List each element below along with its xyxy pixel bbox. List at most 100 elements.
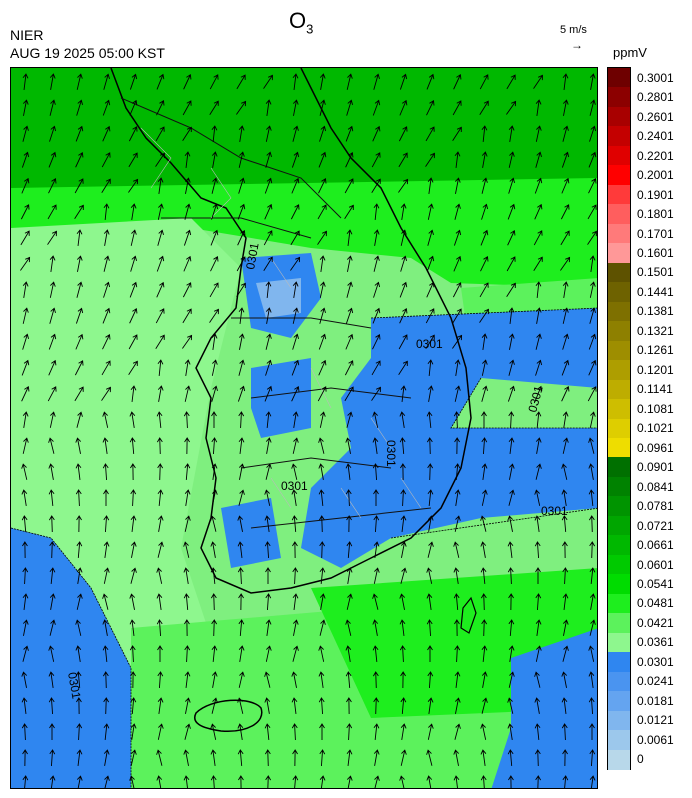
wind-arrow bbox=[345, 619, 352, 636]
wind-arrow bbox=[22, 411, 29, 428]
wind-arrow bbox=[453, 541, 460, 558]
wind-arrow bbox=[265, 775, 272, 788]
wind-arrow bbox=[346, 723, 353, 741]
legend-swatch bbox=[608, 418, 630, 439]
wind-vector-field bbox=[20, 73, 597, 788]
wind-arrow bbox=[399, 99, 408, 116]
wind-arrow bbox=[157, 359, 164, 377]
wind-arrow bbox=[346, 541, 353, 559]
wind-arrow bbox=[398, 126, 408, 142]
wind-arrow bbox=[47, 204, 57, 220]
wind-arrow bbox=[346, 229, 353, 246]
wind-arrow bbox=[291, 671, 298, 688]
wind-arrow bbox=[535, 645, 542, 662]
wind-arrow bbox=[453, 749, 460, 766]
wind-arrow bbox=[508, 489, 515, 506]
wind-arrow bbox=[21, 359, 30, 376]
wind-arrow bbox=[48, 178, 57, 194]
wind-arrow bbox=[156, 593, 163, 610]
wind-arrow bbox=[102, 411, 109, 428]
wind-arrow bbox=[481, 385, 488, 402]
wind-arrow bbox=[21, 489, 28, 506]
wind-arrow bbox=[372, 593, 379, 610]
wind-arrow bbox=[238, 151, 245, 168]
wind-arrow bbox=[103, 723, 110, 741]
wind-arrow bbox=[292, 333, 299, 350]
wind-arrow bbox=[479, 308, 489, 323]
wind-arrow bbox=[400, 489, 407, 507]
wind-arrow bbox=[49, 775, 56, 788]
wind-arrow bbox=[535, 151, 542, 168]
wind-arrow bbox=[237, 697, 244, 714]
wind-arrow bbox=[400, 567, 407, 584]
wind-arrow bbox=[562, 775, 569, 788]
legend-swatch bbox=[608, 574, 630, 595]
wind-arrow bbox=[508, 151, 515, 168]
wind-arrow bbox=[20, 230, 30, 246]
wind-arrow bbox=[454, 645, 461, 663]
wind-arrow bbox=[75, 463, 82, 480]
wind-arrow bbox=[22, 541, 28, 559]
wind-arrow bbox=[319, 723, 325, 740]
wind-arrow bbox=[264, 749, 271, 767]
wind-arrow bbox=[21, 151, 30, 168]
wind-arrow bbox=[318, 515, 325, 533]
legend-swatch bbox=[608, 106, 630, 127]
wind-arrow bbox=[535, 619, 542, 636]
wind-arrow bbox=[399, 775, 406, 788]
wind-arrow bbox=[319, 255, 326, 272]
wind-arrow bbox=[128, 178, 139, 193]
light-blue-patch bbox=[256, 278, 301, 318]
wind-arrow bbox=[238, 775, 244, 788]
wind-arrow bbox=[48, 489, 55, 507]
wind-arrow bbox=[345, 489, 352, 507]
wind-arrow bbox=[76, 515, 82, 533]
wind-arrow bbox=[129, 73, 138, 90]
wind-arrow bbox=[589, 541, 596, 559]
wind-arrow bbox=[211, 645, 218, 663]
wind-arrow bbox=[265, 463, 272, 480]
wind-arrow bbox=[561, 359, 570, 376]
wind-arrow bbox=[533, 74, 543, 89]
legend-label: 0.0961 bbox=[637, 440, 674, 455]
wind-arrow bbox=[265, 307, 272, 324]
wind-arrow bbox=[130, 203, 137, 220]
wind-arrow bbox=[102, 645, 109, 663]
wind-arrow bbox=[426, 281, 435, 298]
wind-arrow bbox=[101, 386, 111, 401]
wind-arrow bbox=[535, 125, 542, 142]
wind-arrow bbox=[157, 723, 164, 740]
legend-label: 0 bbox=[637, 752, 644, 767]
wind-arrow bbox=[508, 463, 515, 480]
wind-arrow bbox=[589, 99, 596, 116]
wind-arrow bbox=[184, 437, 190, 455]
wind-arrow bbox=[74, 360, 84, 376]
wind-arrow bbox=[588, 645, 595, 662]
wind-arrow bbox=[507, 385, 516, 402]
wind-arrow bbox=[236, 282, 246, 297]
legend-label: 0.3001 bbox=[637, 70, 674, 85]
wind-arrow bbox=[346, 593, 353, 610]
wind-arrow bbox=[560, 256, 571, 271]
wind-arrow bbox=[238, 333, 245, 350]
wind-arrow bbox=[128, 334, 138, 350]
wind-arrow bbox=[345, 463, 352, 480]
wind-arrow bbox=[292, 281, 299, 298]
wind-arrow bbox=[102, 593, 109, 610]
wind-arrow bbox=[292, 749, 298, 767]
wind-arrow bbox=[319, 619, 326, 636]
wind-arrow bbox=[507, 723, 514, 740]
legend-label: 0.1381 bbox=[637, 304, 674, 319]
wind-arrow bbox=[506, 74, 516, 90]
legend-swatch bbox=[608, 710, 630, 731]
wind-arrow bbox=[535, 333, 542, 350]
wind-arrow bbox=[264, 697, 271, 714]
wind-arrow bbox=[292, 775, 299, 788]
legend-label: 0.0061 bbox=[637, 732, 674, 747]
wind-arrow bbox=[264, 203, 273, 220]
contour-label: 0301 bbox=[281, 479, 308, 493]
wind-arrow bbox=[48, 151, 57, 168]
wind-arrow bbox=[211, 489, 218, 506]
wind-arrow bbox=[479, 74, 489, 90]
wind-arrow bbox=[318, 697, 325, 715]
